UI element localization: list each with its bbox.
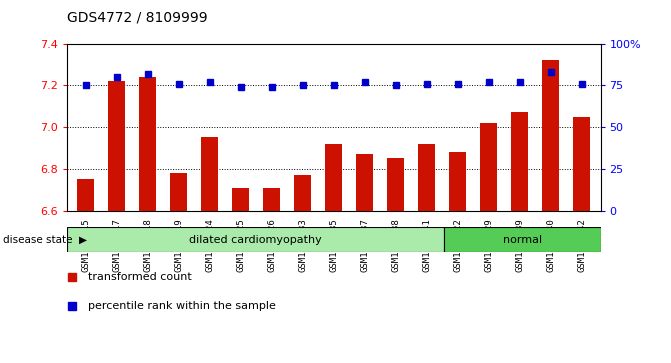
Bar: [77, 179, 94, 211]
Bar: [325, 144, 342, 211]
Bar: [263, 188, 280, 211]
Bar: [108, 81, 125, 211]
Bar: [444, 227, 601, 252]
Bar: [356, 154, 373, 211]
Text: transformed count: transformed count: [89, 272, 192, 282]
Bar: [480, 123, 497, 211]
Bar: [511, 113, 529, 211]
Bar: [170, 173, 187, 211]
Bar: [418, 144, 435, 211]
Bar: [201, 138, 218, 211]
Bar: [67, 227, 444, 252]
Bar: [450, 152, 466, 211]
Bar: [542, 60, 560, 211]
Bar: [295, 175, 311, 211]
Bar: [574, 117, 590, 211]
Bar: [139, 77, 156, 211]
Bar: [232, 188, 250, 211]
Bar: [387, 158, 405, 211]
Text: normal: normal: [503, 234, 541, 245]
Text: dilated cardiomyopathy: dilated cardiomyopathy: [189, 234, 322, 245]
Text: disease state  ▶: disease state ▶: [3, 234, 87, 245]
Text: percentile rank within the sample: percentile rank within the sample: [89, 301, 276, 311]
Text: GDS4772 / 8109999: GDS4772 / 8109999: [67, 11, 208, 25]
